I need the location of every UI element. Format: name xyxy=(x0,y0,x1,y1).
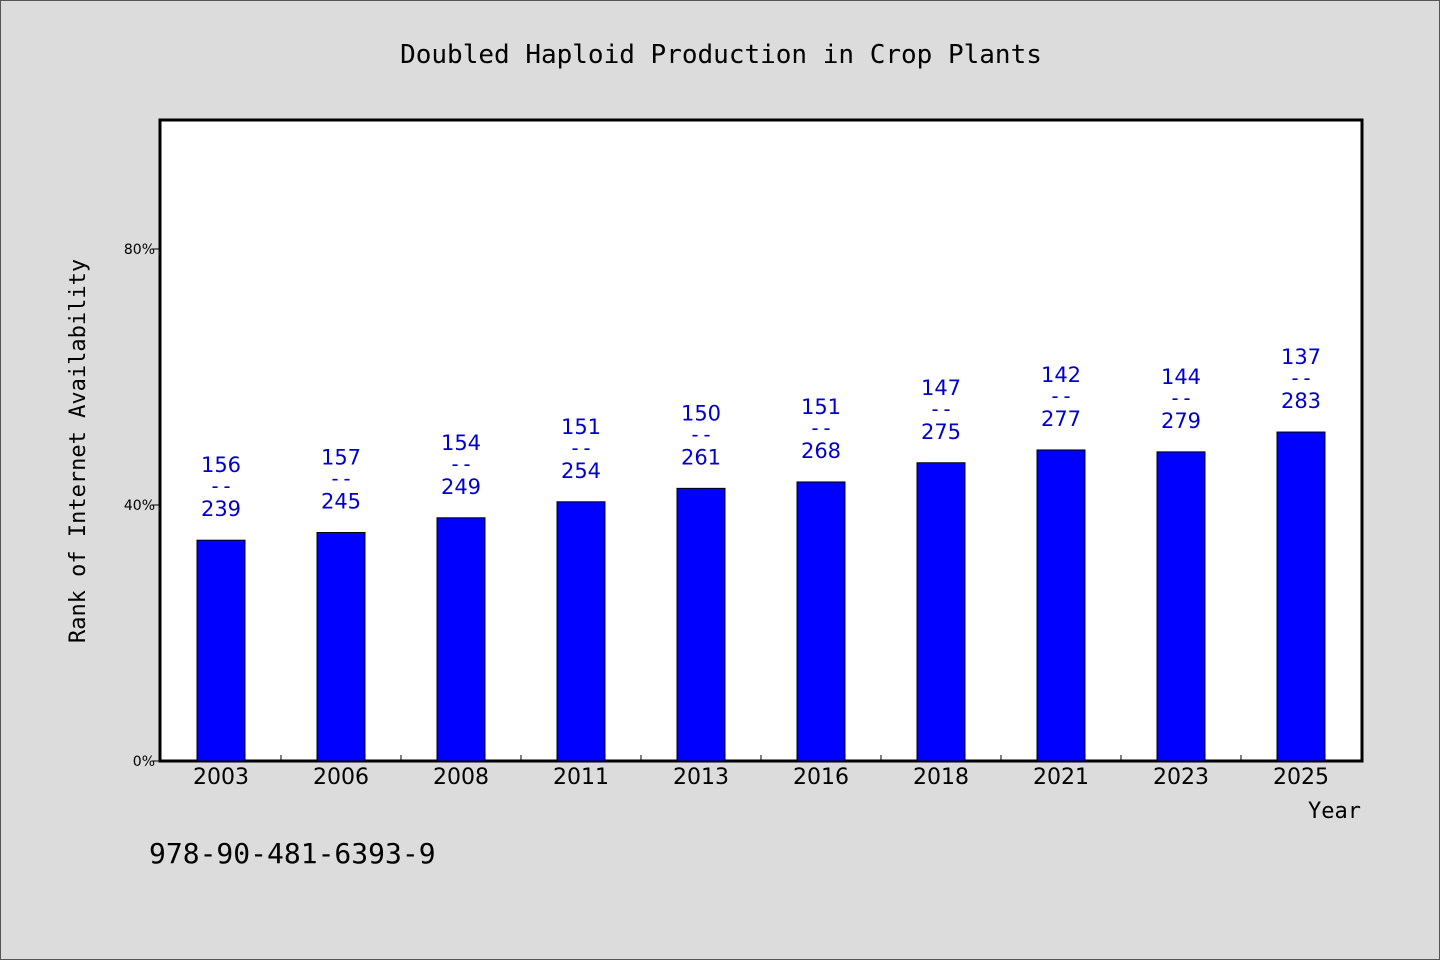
bar-label-top-2021: 142 xyxy=(1041,363,1081,387)
bar-label-bottom-2021: 277 xyxy=(1041,407,1081,431)
bar-label-bottom-2003: 239 xyxy=(201,497,241,521)
bar-2003 xyxy=(196,539,246,762)
bar-label-bottom-2018: 275 xyxy=(921,420,961,444)
bar-2006 xyxy=(316,532,366,762)
bar-label-bottom-2013: 261 xyxy=(681,445,721,469)
bar-label-top-2018: 147 xyxy=(921,376,961,400)
x-tick-label-2003: 2003 xyxy=(193,765,249,790)
footnote: 978-90-481-6393-9 xyxy=(149,837,436,870)
bar-label-bottom-2011: 254 xyxy=(561,459,601,483)
bar-2016 xyxy=(796,481,846,762)
y-axis-label: Rank of Internet Availability xyxy=(66,259,91,643)
bar-label-bottom-2016: 268 xyxy=(801,439,841,463)
y-tick-label-0pct: 0% xyxy=(133,754,155,770)
bar-2021 xyxy=(1036,449,1086,762)
bar-label-sep-2021: -- xyxy=(1049,384,1073,408)
bars-group xyxy=(196,431,1326,762)
bar-2011 xyxy=(556,501,606,762)
x-tick-label-2006: 2006 xyxy=(313,765,369,790)
bar-label-top-2003: 156 xyxy=(201,453,241,477)
x-tick-label-2025: 2025 xyxy=(1273,765,1329,790)
bar-label-bottom-2025: 283 xyxy=(1281,389,1321,413)
bar-label-sep-2016: -- xyxy=(809,416,833,440)
bar-2013 xyxy=(676,487,726,762)
bar-label-top-2006: 157 xyxy=(321,446,361,470)
bar-label-sep-2018: -- xyxy=(929,397,953,421)
bar-label-sep-2023: -- xyxy=(1169,386,1193,410)
bar-label-top-2025: 137 xyxy=(1281,345,1321,369)
bar-label-top-2016: 151 xyxy=(801,395,841,419)
bar-label-sep-2003: -- xyxy=(209,474,233,498)
chart-title: Doubled Haploid Production in Crop Plant… xyxy=(400,40,1042,70)
x-tick-label-2023: 2023 xyxy=(1153,765,1209,790)
bar-label-top-2008: 154 xyxy=(441,431,481,455)
bar-label-sep-2011: -- xyxy=(569,436,593,460)
bar-label-top-2023: 144 xyxy=(1161,365,1201,389)
bar-labels-group: 156--239157--245154--249151--254150--261… xyxy=(201,345,1321,521)
bar-label-top-2013: 150 xyxy=(681,401,721,425)
bar-label-bottom-2006: 245 xyxy=(321,490,361,514)
y-axis: 0% 40% 80% xyxy=(124,242,161,770)
x-tick-label-2008: 2008 xyxy=(433,765,489,790)
bar-label-sep-2008: -- xyxy=(449,452,473,476)
x-tick-label-2016: 2016 xyxy=(793,765,849,790)
bar-label-bottom-2008: 249 xyxy=(441,475,481,499)
bar-2023 xyxy=(1156,451,1206,762)
bar-2008 xyxy=(436,517,486,762)
x-tick-label-2011: 2011 xyxy=(553,765,609,790)
x-tick-label-2018: 2018 xyxy=(913,765,969,790)
bar-label-sep-2013: -- xyxy=(689,422,713,446)
bar-label-sep-2006: -- xyxy=(329,467,353,491)
x-tick-label-2013: 2013 xyxy=(673,765,729,790)
x-tick-label-2021: 2021 xyxy=(1033,765,1089,790)
y-tick-label-80pct: 80% xyxy=(124,242,155,258)
bar-2025 xyxy=(1276,431,1326,762)
x-axis: 2003 2006 2008 2011 2013 2016 2018 2021 2023 2025 xyxy=(193,755,1329,790)
x-axis-label: Year xyxy=(1308,799,1361,824)
bar-label-bottom-2023: 279 xyxy=(1161,409,1201,433)
y-tick-label-40pct: 40% xyxy=(124,498,155,514)
bar-label-sep-2025: -- xyxy=(1289,366,1313,390)
bar-2018 xyxy=(916,462,966,762)
bar-label-top-2011: 151 xyxy=(561,415,601,439)
